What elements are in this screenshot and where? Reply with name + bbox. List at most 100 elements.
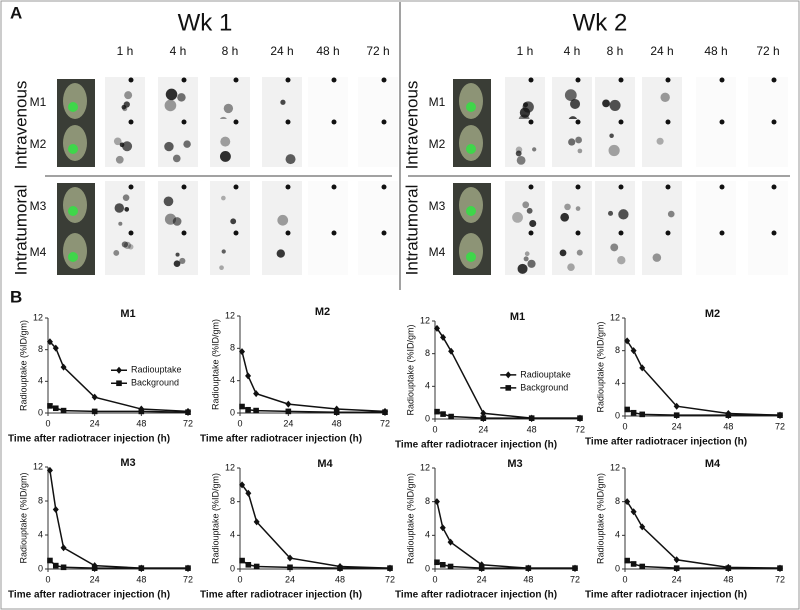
time-label: 24 h (650, 44, 673, 58)
scan-bg (105, 227, 145, 275)
scan-uptake (124, 206, 130, 212)
y-tick-label: 4 (615, 530, 620, 540)
scan-bg (642, 119, 682, 167)
scan-uptake (532, 147, 537, 152)
scan-tag (618, 230, 624, 236)
scan-tag (528, 77, 534, 83)
chart-title: M4 (705, 458, 721, 470)
data-point (639, 364, 646, 372)
route-label: Intratumoral (11, 185, 30, 276)
chart-title: M3 (120, 457, 135, 469)
data-point (52, 562, 59, 569)
y-tick-label: 4 (230, 530, 235, 540)
scan-tag (528, 230, 534, 236)
legend-label: Background (131, 378, 179, 388)
scan-uptake (276, 249, 285, 258)
data-point (434, 324, 441, 332)
data-point (287, 554, 293, 562)
y-axis-label: Radiouptake (%ID/gm) (210, 473, 220, 564)
data-point (639, 411, 646, 418)
scan-uptake (519, 107, 531, 118)
scan-uptake (516, 156, 526, 165)
y-axis-label: Radiouptake (%ID/gm) (595, 321, 605, 412)
y-tick-label: 12 (610, 312, 620, 322)
scan-uptake (652, 253, 662, 262)
scan-tag (528, 119, 534, 125)
x-tick-label: 48 (527, 424, 537, 434)
data-point (673, 565, 680, 571)
scan-uptake (115, 155, 124, 164)
scan-tag (575, 119, 581, 125)
legend-marker (116, 380, 122, 387)
scan-bg (748, 119, 788, 167)
x-tick-label: 0 (45, 574, 50, 584)
scan-uptake (122, 141, 133, 152)
y-tick-label: 4 (425, 381, 430, 391)
data-line (241, 351, 386, 413)
scan-tag (575, 77, 581, 83)
data-point (60, 407, 67, 414)
scan-uptake (164, 99, 177, 112)
data-line (49, 470, 188, 569)
data-point (60, 544, 67, 552)
scan-uptake (526, 207, 533, 214)
data-point (630, 347, 637, 355)
y-tick-label: 8 (230, 496, 235, 506)
x-tick-label: 48 (332, 418, 342, 428)
y-tick-label: 8 (230, 343, 235, 353)
scan-bg (748, 77, 788, 125)
scan-uptake (113, 250, 120, 256)
data-point (245, 561, 252, 568)
scan-uptake (609, 133, 614, 139)
data-point (528, 415, 535, 421)
x-tick-label: 72 (183, 418, 193, 428)
data-point (333, 409, 340, 415)
y-tick-label: 4 (38, 529, 43, 539)
scan-uptake (529, 220, 537, 228)
time-label: 72 h (366, 44, 389, 58)
scan-bg (210, 77, 250, 125)
scan-tag (618, 119, 624, 125)
chart-title: M1 (510, 311, 525, 323)
data-point (47, 403, 53, 409)
data-point (630, 561, 637, 567)
scan-bg (696, 181, 736, 229)
data-point (480, 415, 487, 421)
tumor-signal (68, 252, 78, 262)
data-point (52, 344, 59, 352)
scan-uptake (667, 210, 675, 218)
route-label: Intravenous (402, 81, 421, 170)
scan-tag (771, 119, 777, 125)
data-point (138, 565, 145, 571)
mouse-label: M2 (30, 137, 47, 151)
mouse-body (63, 187, 87, 223)
data-point (239, 481, 246, 489)
y-tick-label: 12 (33, 461, 43, 471)
scan-bg (505, 181, 545, 229)
scan-tag (618, 77, 624, 83)
scan-uptake (517, 263, 528, 274)
data-point (440, 411, 446, 417)
scan-uptake (219, 265, 224, 271)
y-tick-label: 12 (610, 462, 620, 472)
scan-bg (158, 227, 198, 275)
scan-tag (181, 230, 187, 236)
time-label: 72 h (756, 44, 779, 58)
x-tick-label: 72 (385, 574, 395, 584)
scan-uptake (221, 195, 226, 201)
scan-uptake (570, 98, 581, 109)
chart-title: M4 (317, 458, 333, 470)
scan-bg (552, 227, 592, 275)
panel-label: B (10, 287, 22, 306)
scan-bg (105, 181, 145, 229)
scan-tag (128, 230, 134, 236)
scan-tag (719, 230, 725, 236)
y-tick-label: 0 (425, 563, 430, 573)
data-point (253, 407, 259, 414)
scan-tag (618, 184, 624, 190)
data-point (52, 506, 59, 513)
data-point (185, 565, 191, 571)
scan-bg (358, 181, 398, 229)
data-line (49, 341, 189, 413)
